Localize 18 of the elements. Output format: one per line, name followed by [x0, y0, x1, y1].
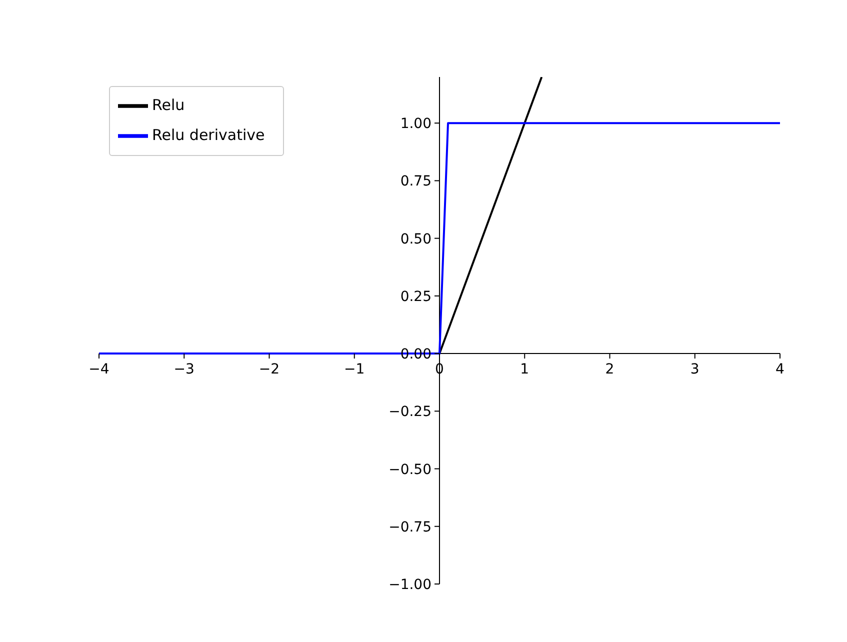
- y-tick-label: −0.75: [388, 519, 432, 536]
- x-tick-label: 1: [520, 362, 530, 378]
- legend-label: Relu derivative: [152, 126, 265, 144]
- legend-label: Relu: [152, 96, 185, 114]
- x-tick-label: 4: [776, 362, 785, 378]
- x-tick-label: −4: [88, 362, 110, 378]
- x-tick-label: −3: [174, 362, 194, 378]
- y-tick-label: 0.75: [400, 174, 432, 190]
- y-tick-label: 0.25: [400, 288, 432, 305]
- y-tick-label: −0.50: [388, 462, 432, 478]
- x-tick-label: −1: [344, 362, 365, 378]
- x-tick-label: 3: [690, 362, 700, 378]
- y-tick-label: −1.00: [388, 577, 432, 593]
- x-tick-label: 2: [605, 362, 614, 378]
- y-tick-label: 1.00: [400, 116, 432, 132]
- x-tick-label: −2: [258, 362, 280, 378]
- y-tick-label: −0.25: [388, 404, 432, 420]
- y-tick-label: 0.50: [400, 231, 432, 248]
